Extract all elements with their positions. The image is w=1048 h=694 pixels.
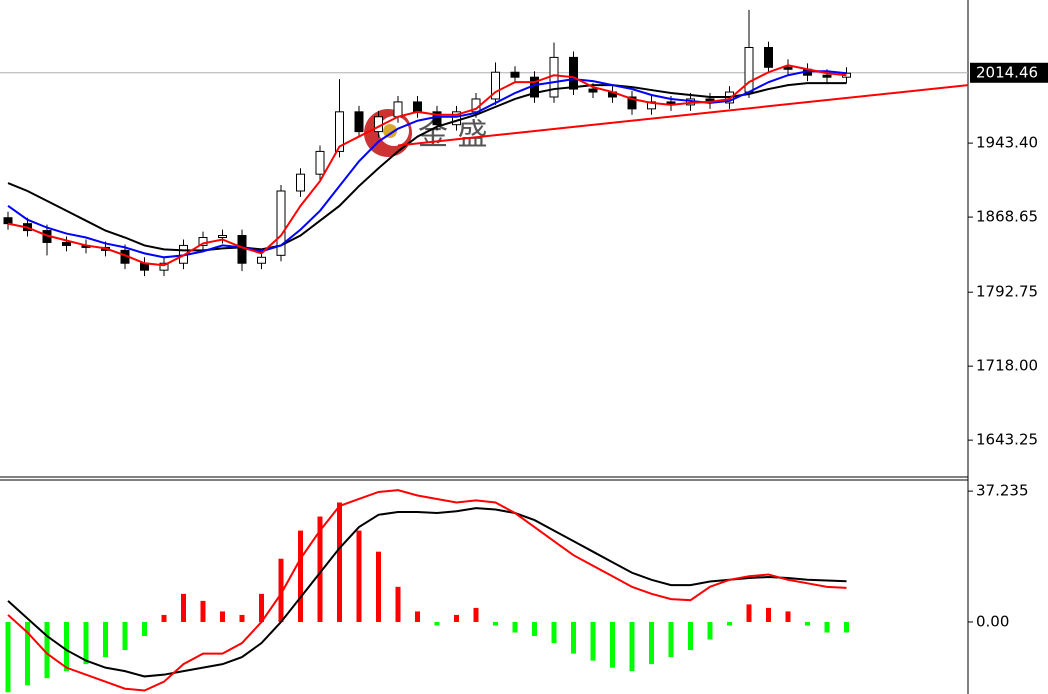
histogram-bar — [824, 621, 830, 633]
histogram-bar — [473, 607, 479, 622]
histogram-bar — [122, 621, 128, 651]
histogram-bar — [337, 502, 342, 622]
histogram-bar — [434, 621, 440, 626]
candle-body — [413, 101, 422, 113]
histogram-bar — [200, 600, 206, 622]
candle-body — [354, 111, 364, 133]
histogram-bar — [278, 558, 284, 622]
histogram-bar — [844, 621, 849, 633]
trend-line — [397, 84, 969, 147]
histogram-bar — [454, 614, 459, 622]
histogram-bar — [376, 551, 381, 622]
current-price-box — [970, 62, 1048, 83]
candle-body — [452, 111, 461, 126]
histogram-bar — [64, 621, 69, 672]
candle-body — [62, 241, 71, 246]
candle-body — [218, 235, 227, 239]
y-tick-label: 1792.75 — [976, 283, 1038, 301]
histogram-bar — [395, 586, 401, 622]
candle-body — [393, 101, 403, 118]
candle-body — [315, 150, 325, 175]
y-tick-label: 2094.05 — [976, 0, 1038, 3]
histogram-bar — [220, 611, 225, 622]
candle-body — [296, 173, 305, 192]
y-tick-label: 1868.65 — [976, 208, 1038, 226]
histogram-bar — [707, 621, 713, 640]
indicator-line — [7, 489, 847, 692]
y-tick-label: 1943.40 — [976, 134, 1038, 152]
candle-body — [822, 74, 832, 78]
histogram-bar — [805, 621, 810, 626]
candle-body — [276, 190, 286, 256]
histogram-bar — [44, 621, 50, 679]
histogram-bar — [25, 621, 30, 686]
histogram-bar — [785, 611, 791, 622]
price-pane — [0, 9, 969, 277]
histogram-bar — [493, 621, 498, 626]
histogram-bar — [668, 621, 674, 658]
histogram-bar — [532, 621, 537, 637]
histogram-bar — [103, 621, 108, 658]
histogram-bar — [649, 621, 654, 665]
candle-body — [3, 217, 13, 225]
y-tick-label: 1643.25 — [976, 431, 1038, 449]
candle-body — [783, 66, 793, 70]
histogram-bar — [551, 621, 557, 644]
histogram-bar — [181, 593, 186, 622]
y-tick-label: 0.00 — [976, 612, 1009, 630]
candle-body — [335, 111, 344, 152]
histogram-bar — [610, 621, 615, 668]
candle-body — [627, 96, 637, 110]
candle-body — [198, 237, 208, 246]
current-price-label: 2014.46 — [976, 63, 1038, 81]
histogram-bar — [571, 621, 576, 654]
histogram-bar — [415, 611, 420, 622]
histogram-bar — [317, 516, 323, 622]
histogram-bar — [161, 614, 167, 622]
histogram-bar — [5, 621, 11, 693]
candle-body — [237, 235, 247, 264]
indicator-line — [7, 507, 847, 678]
histogram-bar — [746, 604, 752, 622]
histogram-bar — [259, 593, 264, 622]
macd-pane — [5, 489, 849, 693]
histogram-bar — [512, 621, 518, 633]
histogram-bar — [298, 530, 303, 622]
histogram-bar — [727, 621, 732, 626]
y-tick-label: 37.235 — [976, 482, 1029, 500]
histogram-bar — [766, 607, 771, 622]
histogram-bar — [239, 614, 245, 622]
histogram-bar — [83, 621, 89, 665]
candle-body — [257, 256, 266, 264]
candle-body — [764, 47, 773, 68]
candle-body — [159, 262, 169, 271]
histogram-bar — [356, 530, 362, 622]
indicator-line — [7, 82, 847, 252]
histogram-bar — [629, 621, 635, 672]
y-tick-label: 1718.00 — [976, 357, 1038, 375]
indicator-line — [7, 64, 847, 267]
candle-body — [510, 71, 520, 78]
histogram-bar — [590, 621, 596, 661]
candle-body — [588, 88, 598, 93]
candle-body — [569, 56, 578, 90]
histogram-bar — [688, 621, 693, 651]
candle-body — [491, 71, 500, 100]
histogram-bar — [142, 621, 147, 637]
